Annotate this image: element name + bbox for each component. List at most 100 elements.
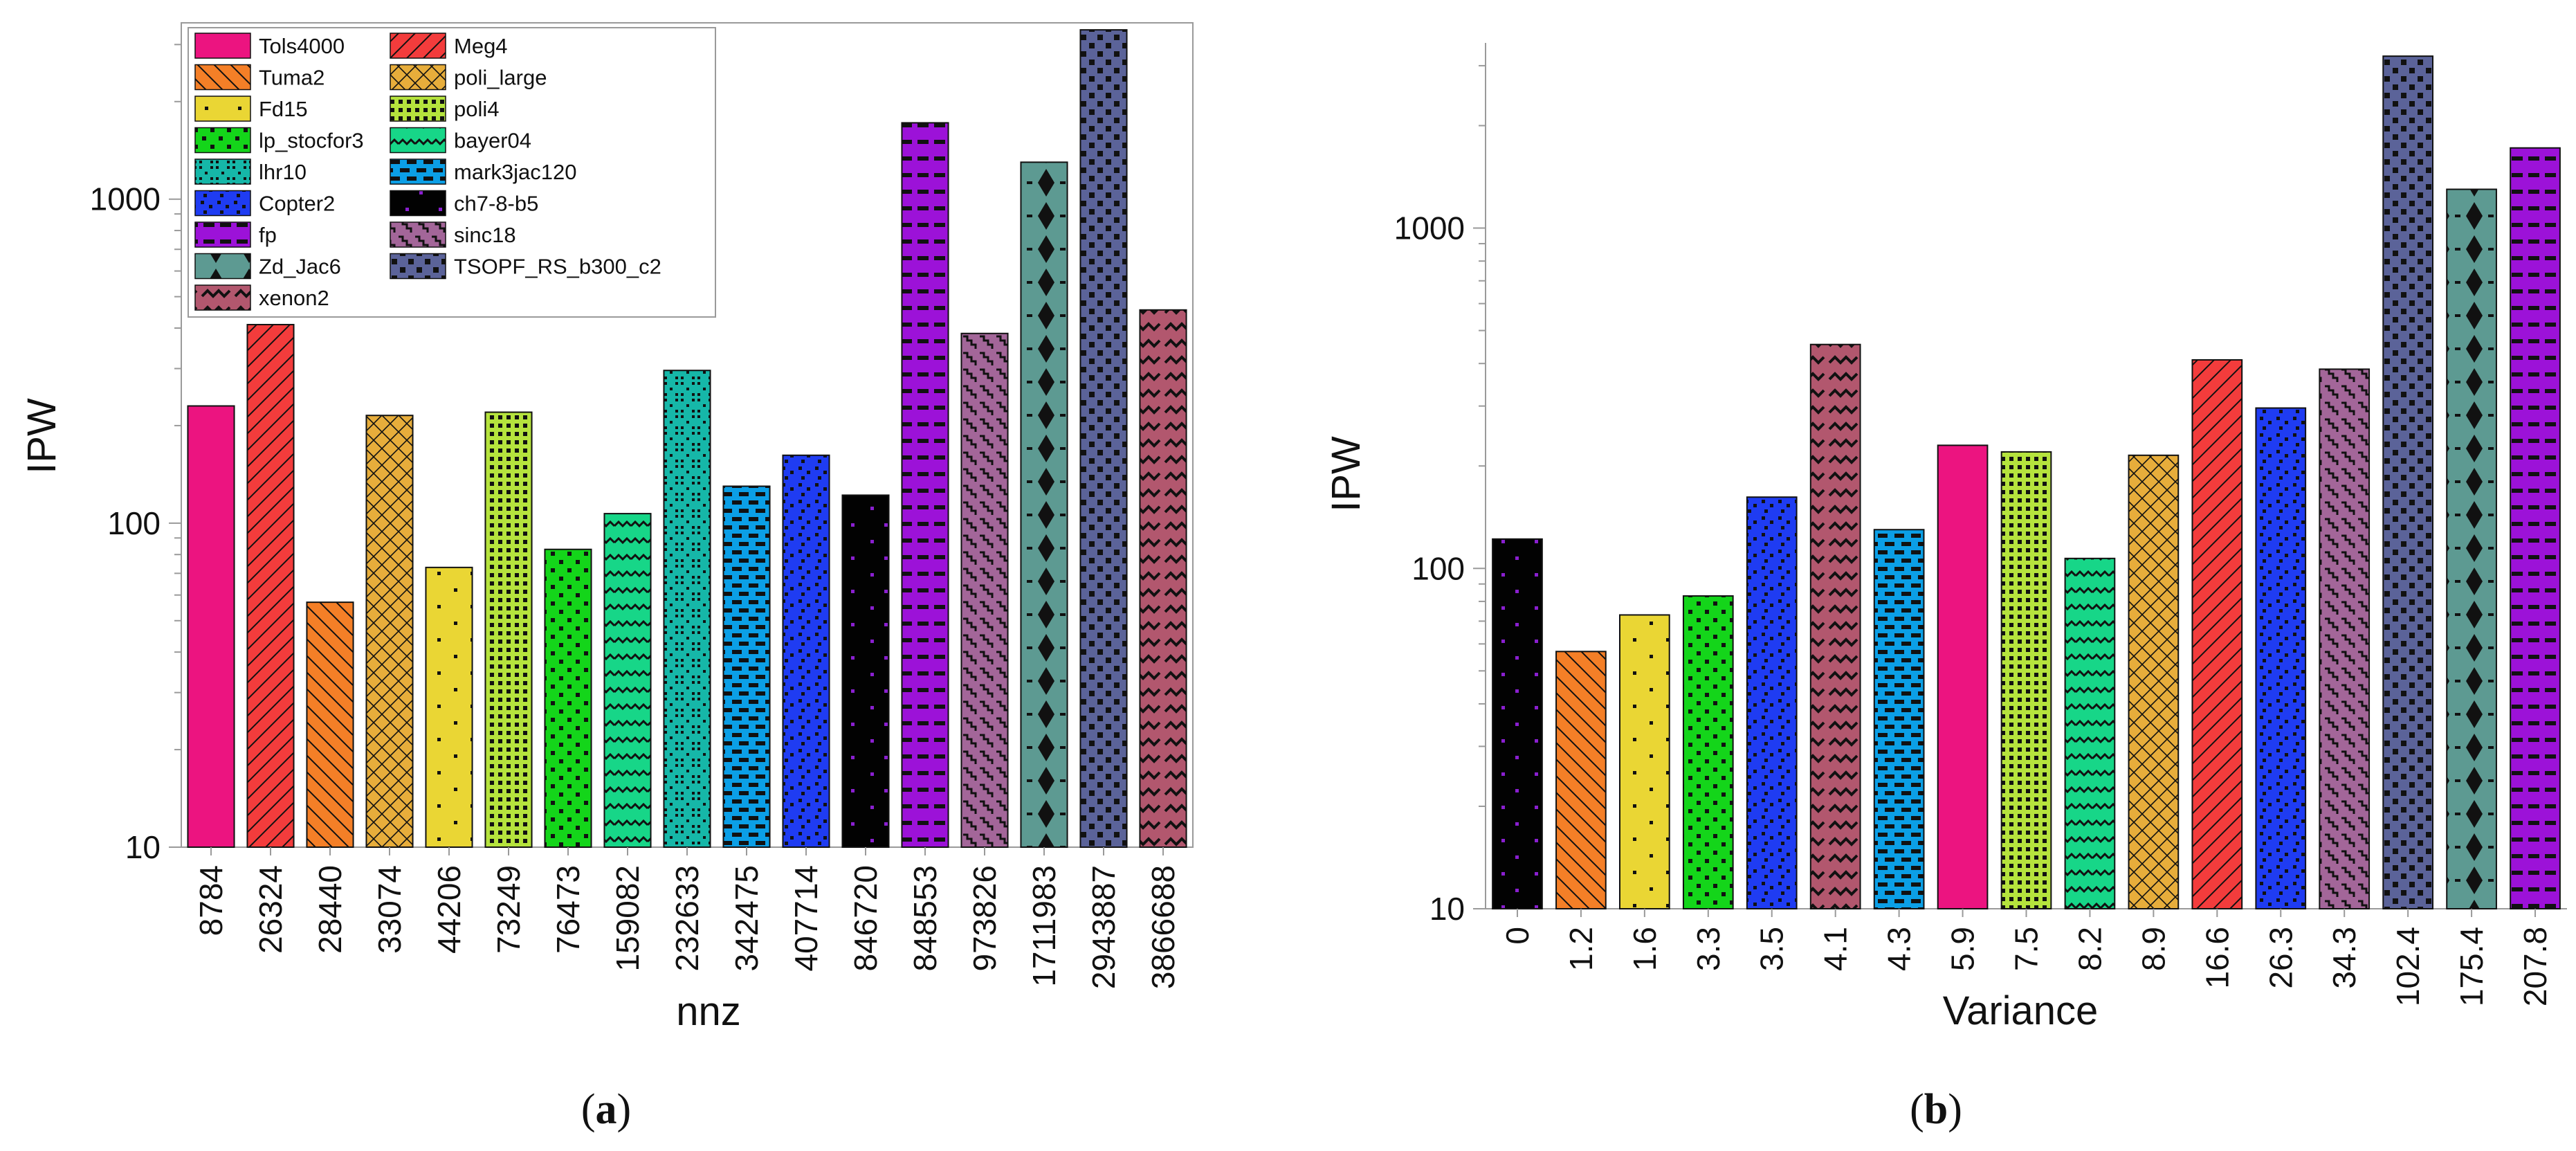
legend-box [188, 27, 716, 318]
panel-a-legend: Tols4000 Tuma2 Fd15 lp_stocfor3 lhr10 Copter2… [188, 27, 716, 318]
x-tick-label-b-15: 175.4 [2454, 927, 2490, 1006]
legend-label-fd15: Fd15 [259, 97, 308, 121]
x-tick-label-a-4: 44206 [431, 865, 467, 954]
bar-b-4-1 [1809, 343, 1861, 909]
panel-b: 10 100 1000 0 1.2 1.6 3.3 3.5 4.1 4.3 5.9 7.5 8.2 8.… [1324, 43, 2567, 1133]
bar-a-159082 [603, 513, 652, 848]
panel-b-x-tick-labels: 0 1.2 1.6 3.3 3.5 4.1 4.3 5.9 7.5 8.2 8.9 16.6 26.3 3… [1499, 909, 2553, 1006]
panel-a-x-tick-labels: 8784 26324 28440 33074 44206 73249 76473 159082… [193, 847, 1181, 989]
bar-b-207-8 [2510, 147, 2561, 909]
x-tick-label-a-7: 159082 [610, 865, 646, 972]
bar-b-102-4 [2382, 55, 2434, 910]
bar-a-76473 [544, 548, 592, 848]
bar-b-8-2 [2064, 557, 2116, 909]
legend-label-lp-stocfor3: lp_stocfor3 [259, 129, 364, 153]
legend-label-poli-large: poli_large [454, 66, 547, 90]
x-tick-label-b-3: 3.3 [1690, 927, 1726, 971]
legend-swatch-copter2 [194, 190, 251, 217]
y-tick-label-a-10: 10 [125, 829, 161, 865]
bar-b-16-6 [2191, 359, 2243, 909]
bar-a-44206 [425, 566, 473, 849]
x-tick-label-b-9: 8.2 [2072, 927, 2108, 971]
x-tick-label-b-11: 16.6 [2199, 927, 2235, 989]
bar-a-2943887 [1079, 29, 1128, 848]
legend-swatch-sinc18 [390, 221, 446, 248]
legend-label-bayer04: bayer04 [454, 129, 531, 153]
x-tick-label-a-1: 26324 [253, 865, 289, 954]
y-tick-label-a-1000: 1000 [90, 181, 161, 217]
panel-a-caption-letter: a [596, 1086, 617, 1133]
x-tick-label-b-12: 26.3 [2263, 927, 2299, 989]
x-tick-label-a-8: 232633 [669, 865, 705, 972]
bar-a-33074 [365, 415, 414, 848]
bar-a-342475 [722, 485, 771, 848]
legend-swatch-mark3jac120 [390, 158, 446, 185]
legend-swatch-fd15 [194, 96, 251, 122]
panel-a: 10 100 1000 8784 26324 28440 33074 44206 73249 7… [19, 22, 1194, 1133]
bar-b-5-9 [1937, 444, 1989, 909]
legend-swatch-lp-stocfor3 [194, 127, 251, 154]
bar-a-848553 [901, 122, 949, 849]
x-tick-label-b-1: 1.2 [1563, 927, 1599, 971]
bar-b-3-5 [1746, 496, 1798, 909]
x-tick-label-a-9: 342475 [729, 865, 765, 972]
bar-a-973826 [960, 332, 1009, 848]
bar-a-407714 [782, 454, 830, 848]
x-tick-label-b-10: 8.9 [2135, 927, 2171, 971]
legend-swatch-zd-jac6 [194, 253, 251, 280]
x-tick-label-b-8: 7.5 [2009, 927, 2045, 971]
bar-b-26-3 [2255, 407, 2307, 909]
y-tick-label-b-10: 10 [1429, 891, 1465, 927]
y-tick-label-a-100: 100 [107, 505, 161, 541]
panel-b-caption: (b) [1910, 1086, 1962, 1133]
bar-a-1711983 [1020, 161, 1068, 849]
x-tick-label-b-6: 4.3 [1881, 927, 1917, 971]
x-tick-label-a-2: 28440 [312, 865, 348, 954]
legend-label-tsopf-rs-b300-c2: TSOPF_RS_b300_c2 [454, 255, 661, 279]
y-tick-label-b-100: 100 [1412, 550, 1465, 586]
x-tick-label-a-16: 3866688 [1145, 865, 1181, 989]
x-tick-label-a-14: 1711983 [1026, 865, 1062, 987]
panel-b-y-axis: 10 100 1000 [1394, 64, 1486, 927]
legend-swatch-tols4000 [194, 33, 251, 59]
legend-swatch-meg4 [390, 33, 446, 59]
legend-label-zd-jac6: Zd_Jac6 [259, 255, 341, 279]
bar-b-3-3 [1682, 595, 1734, 909]
legend-swatch-tsopf-rs-b300-c2 [390, 253, 446, 280]
x-tick-label-a-6: 76473 [550, 865, 586, 954]
legend-label-lhr10: lhr10 [259, 160, 307, 184]
legend-label-sinc18: sinc18 [454, 223, 516, 247]
x-tick-label-a-12: 848553 [907, 865, 943, 972]
x-tick-label-a-11: 846720 [848, 865, 884, 972]
x-tick-label-b-14: 102.4 [2390, 927, 2426, 1006]
bar-a-26324 [246, 323, 295, 848]
legend-label-meg4: Meg4 [454, 34, 508, 58]
legend-swatch-bayer04 [390, 127, 446, 154]
x-tick-label-a-15: 2943887 [1086, 865, 1122, 989]
bar-b-4-3 [1873, 529, 1925, 909]
legend-label-ch7-8-b5: ch7-8-b5 [454, 192, 538, 216]
legend-swatch-fp [194, 221, 251, 248]
bar-a-232633 [663, 370, 711, 848]
x-tick-label-b-4: 3.5 [1754, 927, 1790, 971]
x-tick-label-b-5: 4.1 [1818, 927, 1854, 971]
bar-b-1-6 [1618, 614, 1670, 910]
bar-b-8-9 [2128, 454, 2180, 909]
x-tick-label-a-10: 407714 [788, 865, 824, 972]
bar-a-28440 [306, 601, 354, 848]
panel-b-y-axis-title: IPW [1324, 436, 1369, 512]
panel-a-y-axis-title: IPW [19, 398, 64, 474]
bar-a-8784 [187, 405, 235, 848]
legend-label-fp: fp [259, 223, 277, 247]
bar-b-1-2 [1555, 651, 1607, 910]
bar-a-3866688 [1139, 309, 1187, 848]
bar-b-7-5 [2000, 451, 2052, 909]
bar-a-73249 [484, 411, 533, 848]
legend-swatch-tuma2 [194, 64, 251, 91]
bar-b-34-3 [2319, 368, 2371, 909]
panel-b-bars [1492, 55, 2561, 910]
panel-a-x-axis-title: nnz [676, 989, 741, 1034]
legend-label-mark3jac120: mark3jac120 [454, 160, 576, 184]
legend-swatch-poli4 [390, 96, 446, 122]
